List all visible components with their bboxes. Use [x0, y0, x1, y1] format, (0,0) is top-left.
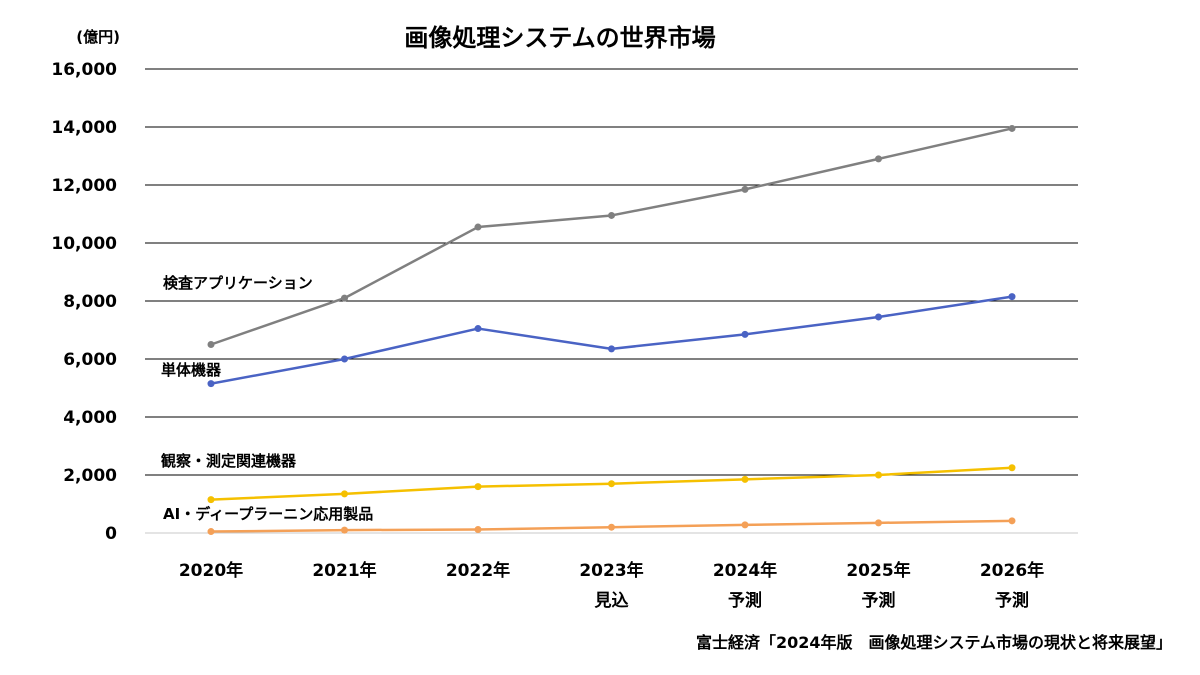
series-label: 観察・測定関連機器 — [161, 452, 297, 470]
data-point — [1008, 124, 1016, 132]
gridlines — [145, 68, 1078, 534]
x-tick-sublabel: 予測 — [862, 590, 896, 611]
series-label: AI・ディープラーニン応用製品 — [163, 505, 373, 523]
data-point — [207, 380, 215, 388]
data-point — [608, 480, 615, 488]
y-axis-ticks: 0 2,000 4,000 6,000 8,000 10,000 12,000 14,000 1… — [51, 60, 117, 544]
data-point — [207, 528, 215, 536]
data-point — [741, 475, 749, 483]
y-tick-label: 16,000 — [51, 60, 117, 80]
x-tick-sublabel: 予測 — [728, 590, 762, 611]
data-point — [608, 345, 615, 353]
series-line — [210, 295, 1013, 385]
y-tick-label: 0 — [105, 524, 117, 544]
data-point — [875, 155, 882, 163]
data-point — [474, 483, 482, 491]
x-tick-sublabel: 予測 — [995, 590, 1029, 611]
data-point — [341, 490, 348, 498]
data-point — [875, 471, 882, 479]
x-tick-label: 2020年 — [179, 560, 243, 581]
data-point — [875, 313, 882, 321]
data-point — [341, 526, 348, 534]
x-tick-label: 2022年 — [446, 560, 510, 581]
data-point — [207, 341, 215, 348]
data-point — [341, 355, 348, 363]
series-label: 検査アプリケーション — [163, 274, 313, 292]
data-point — [741, 185, 749, 193]
data-point — [741, 330, 749, 338]
data-point — [608, 211, 615, 219]
source-note: 富士経済「2024年版 画像処理システム市場の現状と将来展望」 — [696, 633, 1172, 652]
data-point — [474, 223, 482, 231]
chart-title: 画像処理システムの世界市場 — [404, 24, 715, 52]
data-point — [1008, 464, 1016, 472]
x-tick-label: 2024年 — [713, 560, 777, 581]
series-label: 単体機器 — [161, 361, 222, 379]
x-tick-sublabel: 見込 — [594, 591, 629, 611]
data-point — [608, 523, 615, 531]
series-line — [210, 127, 1013, 346]
y-tick-label: 8,000 — [63, 292, 117, 312]
y-tick-label: 14,000 — [51, 118, 117, 138]
data-point — [341, 294, 348, 302]
x-tick-label: 2023年 — [579, 560, 643, 581]
x-tick-label: 2026年 — [980, 560, 1044, 581]
y-tick-label: 2,000 — [63, 466, 117, 486]
y-tick-label: 10,000 — [51, 234, 117, 254]
data-point — [1008, 293, 1016, 301]
y-tick-label: 12,000 — [51, 176, 117, 196]
x-tick-label: 2025年 — [846, 560, 910, 581]
data-point — [474, 325, 482, 333]
data-point — [875, 519, 882, 527]
y-tick-label: 6,000 — [63, 350, 117, 370]
y-unit-label: (億円) — [76, 28, 120, 46]
x-tick-label: 2021年 — [312, 560, 376, 581]
data-point — [1008, 517, 1016, 525]
data-point — [207, 496, 215, 504]
data-point — [474, 526, 482, 534]
data-point — [741, 521, 749, 529]
y-tick-label: 4,000 — [63, 408, 117, 428]
series-group — [207, 124, 1016, 536]
